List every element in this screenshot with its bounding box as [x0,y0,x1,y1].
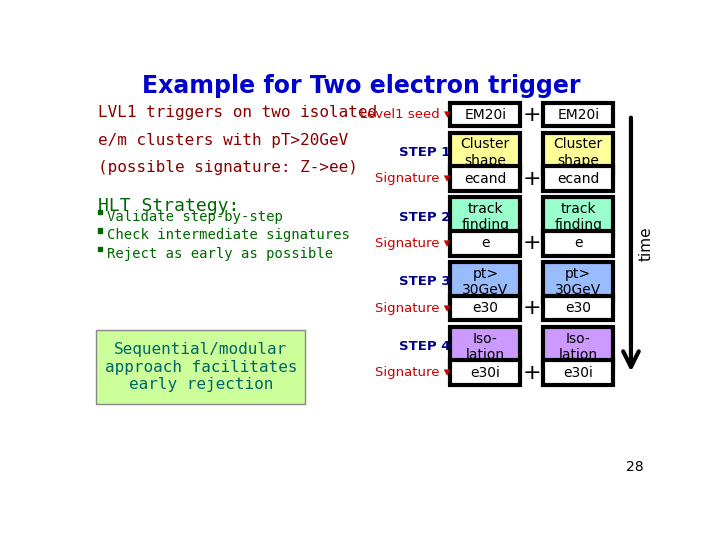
Bar [451,361,520,385]
Bar [544,132,613,173]
Bar [544,327,613,367]
Text: Iso-
lation: Iso- lation [559,332,598,362]
Text: STEP 3: STEP 3 [399,275,451,288]
Text: e: e [481,237,490,251]
Text: pt>
30GeV: pt> 30GeV [462,267,508,297]
Bar [544,231,613,256]
Text: +: + [523,363,541,383]
Bar [544,262,613,302]
Bar [451,132,520,173]
Text: ecand: ecand [557,172,600,186]
Text: Reject as early as possible: Reject as early as possible [107,247,333,260]
Text: Sequential/modular
approach facilitates
early rejection: Sequential/modular approach facilitates … [104,342,297,392]
Bar [544,361,613,385]
Bar [451,231,520,256]
Text: +: + [523,105,541,125]
Text: STEP 4: STEP 4 [399,340,451,353]
Bar [544,103,613,126]
Bar [544,197,613,237]
Text: +: + [523,233,541,253]
Bar [451,197,520,237]
Text: pt>
30GeV: pt> 30GeV [555,267,601,297]
Text: STEP 1: STEP 1 [399,146,451,159]
Text: (possible signature: Z->ee): (possible signature: Z->ee) [98,160,358,176]
Bar [451,327,520,367]
Text: 28: 28 [626,461,644,475]
Text: LVL1 triggers on two isolated: LVL1 triggers on two isolated [98,105,377,120]
Text: time: time [639,226,654,261]
Bar [451,103,520,126]
Bar [98,228,102,233]
Text: e30i: e30i [470,366,500,380]
Text: Signature ▾: Signature ▾ [375,237,451,250]
Text: e30: e30 [565,301,591,315]
Bar [98,210,102,214]
Text: HLT Strategy:: HLT Strategy: [98,197,239,215]
Text: Signature ▾: Signature ▾ [375,172,451,185]
Text: +: + [523,298,541,318]
Bar [451,296,520,320]
Text: Level1 seed ▾: Level1 seed ▾ [360,109,451,122]
Text: e: e [574,237,582,251]
Bar [451,262,520,302]
Text: EM20i: EM20i [464,108,506,122]
Text: Iso-
lation: Iso- lation [466,332,505,362]
FancyBboxPatch shape [96,330,305,403]
Bar [98,247,102,251]
Text: ecand: ecand [464,172,506,186]
Text: track
finding: track finding [554,202,602,232]
Text: e/m clusters with pT>20GeV: e/m clusters with pT>20GeV [98,132,348,147]
Text: Cluster
shape: Cluster shape [554,138,603,168]
Text: Signature ▾: Signature ▾ [375,366,451,379]
Bar [544,296,613,320]
Bar [451,166,520,191]
Text: track
finding: track finding [462,202,509,232]
Text: +: + [523,169,541,189]
Text: e30: e30 [472,301,498,315]
Text: e30i: e30i [563,366,593,380]
Text: Example for Two electron trigger: Example for Two electron trigger [142,74,580,98]
Text: Check intermediate signatures: Check intermediate signatures [107,228,350,242]
Text: STEP 2: STEP 2 [399,211,451,224]
Bar [544,166,613,191]
Text: Cluster
shape: Cluster shape [461,138,510,168]
Text: Validate step-by-step: Validate step-by-step [107,210,283,224]
Text: EM20i: EM20i [557,108,599,122]
Text: Signature ▾: Signature ▾ [375,302,451,315]
